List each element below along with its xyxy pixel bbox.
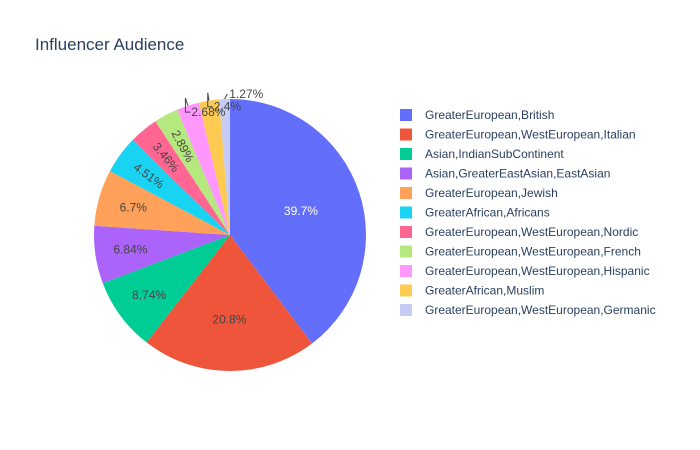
legend-swatch xyxy=(400,187,412,199)
legend-swatch xyxy=(400,148,412,160)
pie-slice-greatereuropean-westeuropean-italian[interactable] xyxy=(146,235,312,371)
legend-item-asian-indiansubcontinent[interactable]: Asian,IndianSubContinent xyxy=(400,147,564,161)
legend-label: GreaterEuropean,Jewish xyxy=(425,186,558,200)
slice-label-asian-indiansubcontinent: 8.74% xyxy=(132,288,166,302)
legend-swatch xyxy=(400,304,412,316)
legend-item-greatereuropean-westeuropean-french[interactable]: GreaterEuropean,WestEuropean,French xyxy=(400,245,641,259)
slice-label-asian-greatereastasian-eastasian: 6.84% xyxy=(113,243,147,257)
legend-item-greatereuropean-westeuropean-hispanic[interactable]: GreaterEuropean,WestEuropean,Hispanic xyxy=(400,264,650,278)
legend-swatch xyxy=(400,245,412,258)
legend-label: Asian,IndianSubContinent xyxy=(425,147,564,161)
pie-slice-greatereuropean-jewish[interactable] xyxy=(94,171,230,235)
legend-label: GreaterEuropean,WestEuropean,Italian xyxy=(425,128,636,142)
pie-slice-greaterafrican-africans[interactable] xyxy=(109,140,230,235)
slice-label-greatereuropean-westeuropean-germanic: 1.27% xyxy=(229,87,263,101)
slice-label-greatereuropean-jewish: 6.7% xyxy=(120,200,148,214)
legend-item-asian-greatereastasian-eastasian[interactable]: Asian,GreaterEastAsian,EastAsian xyxy=(400,167,610,181)
legend-swatch xyxy=(400,206,412,219)
slice-label-greatereuropean-westeuropean-italian: 20.8% xyxy=(212,312,246,326)
legend-item-greaterafrican-africans[interactable]: GreaterAfrican,Africans xyxy=(400,206,550,220)
pie-slice-asian-greatereastasian-eastasian[interactable] xyxy=(94,225,230,284)
legend: GreaterEuropean,British GreaterEuropean,W… xyxy=(400,108,656,317)
legend-item-greatereuropean-british[interactable]: GreaterEuropean,British xyxy=(400,108,554,122)
pie-slice-greatereuropean-westeuropean-germanic[interactable] xyxy=(219,99,230,235)
leader-line-greatereuropean-westeuropean-germanic xyxy=(224,93,228,100)
pie-slice-asian-indiansubcontinent[interactable] xyxy=(102,235,230,343)
pie-slice-greatereuropean-british[interactable] xyxy=(230,99,367,344)
legend-label: GreaterEuropean,WestEuropean,Nordic xyxy=(425,225,638,239)
legend-swatch xyxy=(400,265,412,277)
slice-label-greatereuropean-british: 39.7% xyxy=(284,204,318,218)
legend-label: GreaterAfrican,Muslim xyxy=(425,284,544,298)
pie-slice-greaterafrican-muslim[interactable] xyxy=(198,99,230,235)
leader-line-greatereuropean-westeuropean-hispanic xyxy=(184,97,191,113)
legend-item-greaterafrican-muslim[interactable]: GreaterAfrican,Muslim xyxy=(400,284,544,298)
pie-slice-greatereuropean-westeuropean-nordic[interactable] xyxy=(132,121,230,235)
slice-label-greatereuropean-westeuropean-hispanic: 2.68% xyxy=(191,105,225,119)
legend-item-greatereuropean-westeuropean-germanic[interactable]: GreaterEuropean,WestEuropean,Germanic xyxy=(400,303,656,317)
pie-slice-greatereuropean-westeuropean-french[interactable] xyxy=(155,109,230,235)
pie-slices xyxy=(94,99,367,371)
legend-swatch xyxy=(400,109,412,121)
legend-label: GreaterEuropean,WestEuropean,Hispanic xyxy=(425,264,650,278)
legend-label: Asian,GreaterEastAsian,EastAsian xyxy=(425,167,610,181)
legend-swatch xyxy=(400,226,412,238)
legend-item-greatereuropean-westeuropean-nordic[interactable]: GreaterEuropean,WestEuropean,Nordic xyxy=(400,225,638,239)
pie-slice-greatereuropean-westeuropean-hispanic[interactable] xyxy=(177,102,230,235)
leader-line-greaterafrican-muslim xyxy=(207,92,213,108)
legend-swatch xyxy=(400,284,412,297)
legend-label: GreaterAfrican,Africans xyxy=(425,206,550,220)
legend-item-greatereuropean-westeuropean-italian[interactable]: GreaterEuropean,WestEuropean,Italian xyxy=(400,128,636,142)
legend-label: GreaterEuropean,WestEuropean,Germanic xyxy=(425,303,656,317)
legend-label: GreaterEuropean,WestEuropean,French xyxy=(425,245,641,259)
legend-swatch xyxy=(400,128,412,141)
legend-swatch xyxy=(400,167,412,180)
slice-label-greaterafrican-muslim: 2.4% xyxy=(214,100,242,114)
chart-title: Influencer Audience xyxy=(35,35,184,54)
legend-label: GreaterEuropean,British xyxy=(425,108,554,122)
legend-item-greatereuropean-jewish[interactable]: GreaterEuropean,Jewish xyxy=(400,186,558,200)
